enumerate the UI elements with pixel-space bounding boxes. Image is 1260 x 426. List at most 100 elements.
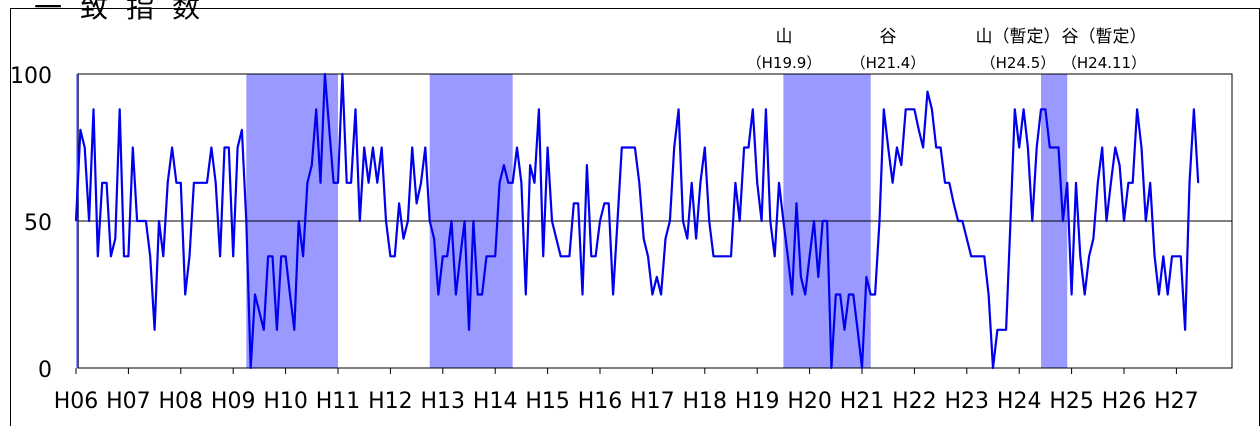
data-point bbox=[1149, 182, 1151, 184]
turning-point-date-3: （H24.11） bbox=[1062, 54, 1146, 72]
data-point bbox=[782, 220, 785, 222]
data-point bbox=[1132, 182, 1134, 184]
data-point bbox=[708, 220, 710, 222]
data-point bbox=[372, 146, 374, 149]
x-tick-label-H12: H12 bbox=[368, 389, 413, 414]
data-point bbox=[630, 146, 632, 149]
data-point bbox=[595, 255, 597, 257]
data-point bbox=[1123, 220, 1125, 222]
data-point bbox=[1031, 220, 1033, 222]
data-point bbox=[75, 220, 77, 222]
data-point bbox=[1049, 146, 1051, 149]
data-point bbox=[843, 329, 846, 331]
data-point bbox=[136, 220, 138, 222]
data-point bbox=[228, 146, 230, 149]
data-point bbox=[84, 146, 86, 149]
data-point bbox=[381, 146, 383, 149]
data-point bbox=[1158, 293, 1160, 296]
data-point bbox=[119, 108, 121, 110]
data-point bbox=[525, 293, 527, 296]
data-point bbox=[206, 182, 208, 184]
data-point bbox=[686, 238, 688, 240]
data-point bbox=[315, 108, 317, 110]
data-point bbox=[263, 329, 265, 331]
data-point bbox=[285, 255, 287, 257]
data-point bbox=[1175, 255, 1177, 257]
x-tick-label-H15: H15 bbox=[525, 389, 570, 414]
data-point bbox=[398, 202, 400, 204]
data-point bbox=[241, 129, 243, 131]
data-point bbox=[673, 146, 675, 149]
data-point bbox=[695, 238, 697, 240]
data-point bbox=[350, 182, 352, 184]
turning-point-label-1: 谷 bbox=[880, 27, 897, 47]
data-point bbox=[1040, 108, 1042, 110]
data-point bbox=[154, 329, 156, 331]
data-point bbox=[608, 202, 610, 204]
turning-point-date-1: （H21.4） bbox=[851, 54, 926, 72]
data-point bbox=[839, 293, 841, 296]
data-point bbox=[660, 293, 662, 296]
data-point bbox=[1180, 255, 1182, 257]
data-point bbox=[887, 146, 889, 149]
data-point bbox=[289, 293, 291, 296]
data-point bbox=[625, 146, 627, 149]
data-point bbox=[520, 182, 523, 184]
data-point bbox=[822, 220, 824, 222]
data-point bbox=[424, 146, 426, 149]
data-point bbox=[892, 182, 894, 184]
data-point bbox=[800, 276, 802, 278]
data-point bbox=[258, 311, 260, 313]
data-point bbox=[1167, 293, 1169, 296]
data-point bbox=[293, 329, 295, 331]
data-point bbox=[726, 255, 728, 257]
outer-frame-top bbox=[10, 8, 1260, 9]
data-point bbox=[158, 220, 160, 222]
data-point bbox=[926, 91, 929, 93]
data-point bbox=[739, 220, 741, 222]
data-point bbox=[870, 293, 872, 296]
data-point bbox=[110, 255, 112, 257]
data-point bbox=[830, 367, 833, 369]
y-tick-label-100: 100 bbox=[10, 64, 52, 89]
x-tick-label-H23: H23 bbox=[945, 389, 990, 414]
data-point bbox=[568, 255, 571, 257]
data-point bbox=[490, 255, 492, 257]
data-point bbox=[1075, 182, 1077, 184]
data-point bbox=[791, 293, 793, 296]
data-point bbox=[516, 146, 518, 149]
data-point bbox=[1162, 255, 1164, 257]
data-point bbox=[333, 182, 335, 184]
data-point bbox=[621, 146, 623, 149]
data-point bbox=[1079, 255, 1081, 257]
data-point bbox=[1023, 108, 1025, 110]
x-tick-label-H18: H18 bbox=[683, 389, 728, 414]
data-point bbox=[1114, 146, 1116, 149]
data-point bbox=[306, 182, 308, 184]
data-point bbox=[1119, 164, 1121, 166]
data-point bbox=[1018, 146, 1020, 149]
data-point bbox=[599, 220, 601, 222]
data-point bbox=[529, 164, 531, 166]
data-point bbox=[92, 108, 95, 110]
data-point bbox=[717, 255, 719, 257]
data-point bbox=[752, 108, 754, 110]
chart-title: 一致指数 bbox=[34, 0, 219, 24]
x-tick-label-H21: H21 bbox=[840, 389, 885, 414]
data-point bbox=[988, 293, 990, 296]
data-point bbox=[979, 255, 981, 257]
data-point bbox=[730, 255, 732, 257]
data-point bbox=[337, 182, 339, 184]
data-point bbox=[983, 255, 985, 257]
data-point bbox=[669, 220, 671, 222]
data-point bbox=[127, 255, 129, 257]
data-point bbox=[931, 108, 933, 110]
data-point bbox=[503, 164, 505, 166]
data-point bbox=[1066, 182, 1068, 184]
data-point bbox=[407, 220, 409, 222]
data-point bbox=[1136, 108, 1138, 110]
data-point bbox=[237, 146, 239, 149]
data-point bbox=[1171, 255, 1173, 257]
data-point bbox=[712, 255, 715, 257]
